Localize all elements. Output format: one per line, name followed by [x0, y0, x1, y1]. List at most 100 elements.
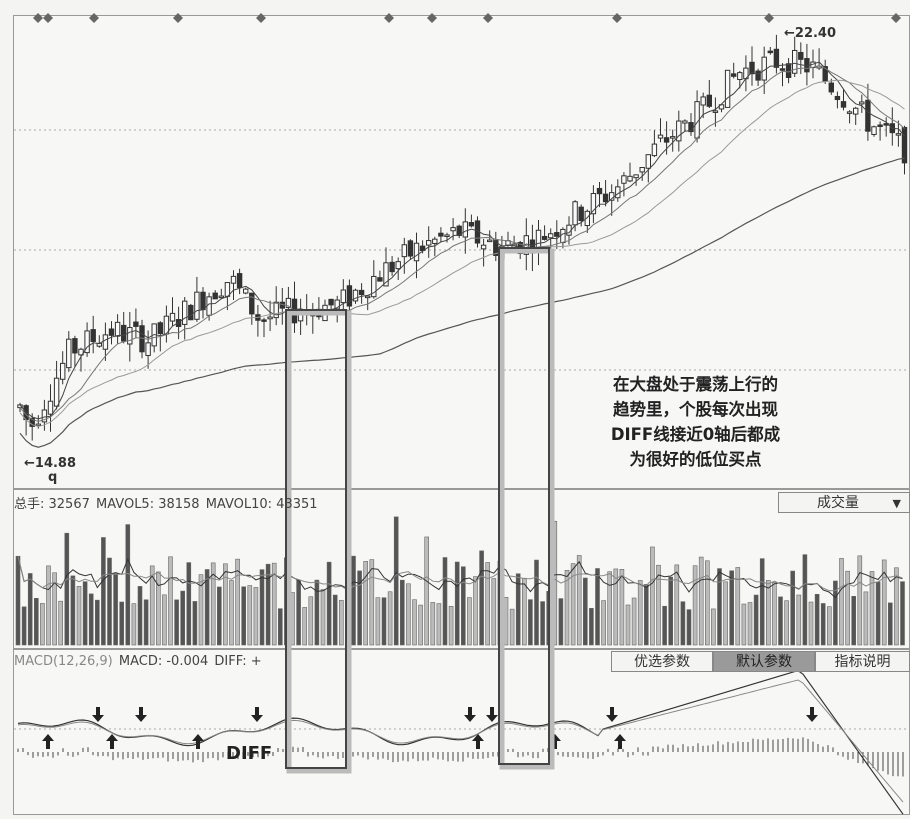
volume-bar	[131, 603, 137, 646]
candle-body	[761, 56, 767, 81]
volume-bar	[76, 586, 82, 646]
macd-panel	[13, 649, 910, 815]
volume-bar	[735, 567, 741, 646]
volume-bar	[180, 590, 185, 646]
ma10-line	[19, 65, 905, 422]
candle-body	[828, 82, 834, 93]
candle-body	[560, 228, 566, 244]
volume-bar	[70, 575, 76, 646]
volume-bar	[412, 599, 417, 646]
candle-body	[700, 96, 706, 106]
candle-body	[328, 298, 334, 306]
volume-bar	[717, 568, 722, 646]
volume-bar	[302, 607, 308, 646]
candle-body	[792, 49, 798, 74]
event-marker-icon	[173, 13, 183, 23]
dea-line	[17, 679, 904, 803]
candle-body	[383, 262, 389, 287]
volume-bar	[308, 596, 314, 646]
candle-body	[846, 111, 853, 114]
highlight-box-shadow	[286, 310, 352, 774]
volume-bar	[454, 561, 460, 646]
event-marker-icon	[764, 13, 774, 23]
volume-bar	[643, 584, 649, 646]
candle-body	[755, 70, 761, 81]
volume-bar	[162, 594, 167, 646]
volume-bar	[223, 563, 228, 646]
candle-body	[377, 277, 383, 282]
candle-body	[188, 304, 194, 321]
diff-series-label: DIFF	[226, 743, 273, 764]
volume-bar	[704, 560, 710, 646]
candle-body	[584, 210, 590, 227]
macd-info-row: MACD(12,26,9) MACD: -0.004 DIFF: +	[14, 654, 264, 669]
candle-body	[41, 409, 48, 423]
volume-bar	[253, 587, 259, 646]
volume-bar	[845, 570, 850, 646]
candle-body	[371, 275, 377, 298]
indicator-select[interactable]: 成交量 ▼	[778, 492, 910, 513]
volume-bar	[320, 589, 326, 646]
candle-body	[621, 175, 627, 184]
volume-bar	[753, 594, 759, 646]
candle-body	[352, 289, 359, 302]
candle-body	[657, 134, 664, 139]
arrow-down-icon	[486, 707, 498, 722]
arrow-down-icon	[464, 707, 476, 722]
volume-bar	[747, 602, 753, 646]
event-marker-icon	[483, 13, 493, 23]
volume-bar	[217, 586, 222, 646]
candle-body	[444, 234, 450, 237]
candle-body	[334, 299, 340, 310]
candle-body	[60, 362, 66, 380]
macd-value: MACD: -0.004	[118, 654, 209, 669]
candle-body	[407, 240, 414, 257]
volume-bar	[881, 559, 887, 646]
volume-bar	[460, 566, 466, 646]
candle-body	[285, 297, 292, 309]
arrow-up-icon	[106, 734, 118, 749]
candle-body	[670, 136, 676, 139]
tab-optimized-params[interactable]: 优选参数	[611, 651, 713, 672]
candle-body	[554, 232, 560, 237]
volume-bar	[601, 600, 606, 646]
candle-body	[157, 322, 164, 334]
volume-bar	[125, 524, 131, 646]
candle-body	[676, 120, 682, 142]
candle-body	[72, 338, 78, 354]
volume-bar	[393, 516, 399, 646]
volume-bar	[839, 558, 844, 646]
candle-body	[749, 61, 755, 75]
volume-bar	[247, 585, 253, 646]
volume-bar	[229, 580, 234, 646]
candle-body	[462, 221, 469, 238]
tab-indicator-help[interactable]: 指标说明	[815, 651, 910, 672]
volume-bar	[326, 561, 332, 646]
volume-info-row: 总手: 32567 MAVOL5: 38158 MAVOL10: 43351	[14, 493, 320, 512]
volume-bar	[113, 573, 118, 646]
tab-default-params[interactable]: 默认参数	[713, 651, 815, 672]
candle-body	[413, 242, 420, 262]
candle-body	[224, 282, 231, 297]
candle-body	[712, 110, 719, 113]
volume-bar	[595, 568, 600, 646]
candle-body	[541, 235, 548, 240]
volume-bar	[570, 563, 576, 646]
volume-bar	[174, 599, 179, 646]
event-marker-icon	[89, 13, 99, 23]
candle-body	[102, 334, 109, 350]
volume-bar	[796, 594, 802, 646]
volume-bar	[235, 558, 240, 646]
arrow-up-icon	[42, 734, 54, 749]
candle-body	[169, 312, 176, 322]
volume-bar	[119, 601, 124, 646]
candle-body	[706, 94, 712, 107]
price-panel	[13, 15, 910, 489]
volume-bar	[399, 579, 405, 646]
arrow-up-icon	[192, 734, 204, 749]
volume-bar	[613, 568, 619, 646]
volume-bar	[186, 562, 192, 646]
low-marker: q	[48, 470, 58, 485]
candle-body	[682, 120, 688, 124]
